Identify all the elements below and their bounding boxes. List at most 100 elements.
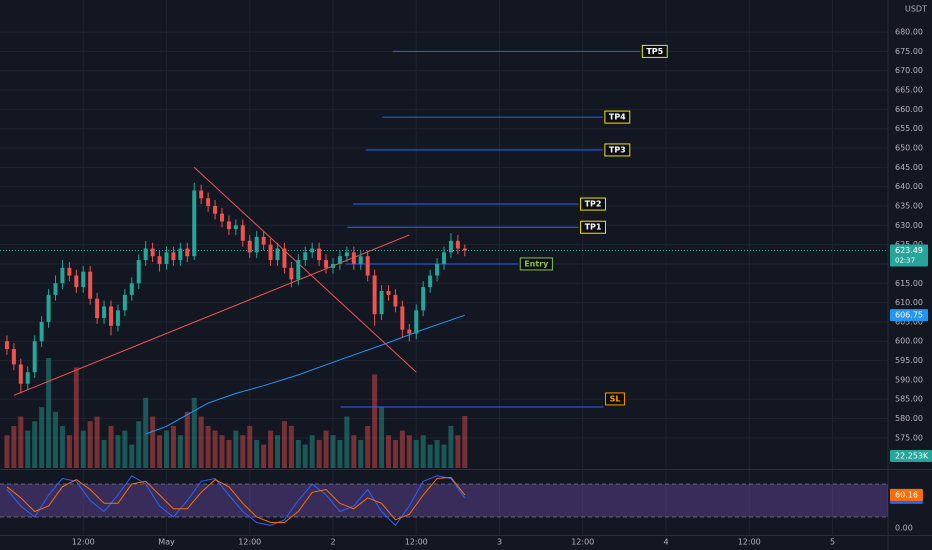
volume-bar [420, 435, 426, 468]
x-tick-label: 4 [663, 538, 668, 547]
volume-bar [115, 435, 121, 468]
volume-bar [240, 435, 246, 468]
candle-body [462, 248, 467, 251]
candle-body [60, 267, 65, 284]
volume-bar [157, 435, 163, 468]
candle-body [303, 252, 308, 261]
volume-bar [434, 439, 440, 468]
volume-bar [281, 421, 287, 468]
candle-body [109, 306, 113, 326]
x-tick-label: 5 [830, 538, 835, 547]
candle-body [421, 287, 426, 311]
volume-bar [330, 435, 336, 468]
candle-body [435, 263, 440, 276]
candle-body [282, 248, 287, 268]
volume-bar [406, 435, 412, 468]
volume-bar [94, 416, 100, 468]
level-label: TP2 [585, 200, 602, 209]
volume-bar [4, 435, 10, 468]
y-tick-label: 590.00 [895, 375, 923, 384]
volume-bar [87, 421, 93, 468]
candle-body [337, 256, 342, 264]
candle-body [261, 236, 266, 245]
price-tag: 606.75 [895, 311, 923, 320]
price-tag-bg [890, 309, 928, 322]
candle-body [317, 248, 322, 261]
y-tick-label: 580.00 [895, 414, 923, 423]
volume-bar [372, 374, 378, 468]
y-tick-label: 660.00 [895, 105, 923, 114]
volume-bar [150, 416, 156, 468]
y-tick-label: 595.00 [895, 356, 923, 365]
volume-bar [365, 425, 371, 468]
volume-bar [316, 439, 322, 468]
volume-bar [205, 425, 211, 468]
y-tick-label: 0.00 [895, 524, 913, 533]
candle-body [442, 252, 446, 264]
candle-body [157, 256, 162, 264]
x-tick-label: May [158, 538, 175, 547]
volume-bar [351, 435, 357, 468]
candle-body [365, 256, 370, 276]
volume-bar [392, 439, 398, 468]
candle-body [4, 341, 9, 349]
volume-bar [295, 439, 301, 468]
candle-body [372, 275, 377, 315]
candle-body [102, 306, 107, 319]
candle-body [344, 252, 349, 257]
candle-body [129, 283, 134, 295]
countdown: 02:37 [895, 256, 915, 264]
volume-bar [337, 439, 343, 468]
volume-bar [184, 411, 190, 468]
x-tick-label: 12:00 [405, 538, 428, 547]
candle-body [164, 252, 169, 264]
level-label: SL [610, 394, 621, 403]
volume-bar [108, 425, 114, 468]
volume-bar [198, 416, 204, 468]
volume-bar [32, 421, 38, 468]
candle-body [386, 291, 391, 295]
candle-body [233, 225, 238, 230]
price-tag-bg [890, 244, 928, 267]
volume-bar [254, 439, 260, 468]
candle-body [115, 310, 120, 326]
trendline [193, 166, 417, 373]
level-label: TP3 [609, 145, 626, 154]
price-axis-bg [888, 0, 932, 550]
price-tag-bg [890, 488, 923, 501]
level-label-box [580, 197, 606, 211]
volume-bar [164, 430, 169, 468]
volume-bar [247, 425, 253, 468]
volume-bar [344, 416, 350, 468]
candle-body [400, 306, 405, 330]
volume-bar [358, 439, 364, 468]
volume-bar [275, 435, 280, 468]
volume-bar [46, 358, 52, 468]
y-tick-label: 600.00 [895, 337, 923, 346]
level-label-box [604, 143, 631, 157]
price-tag: 623.49 [895, 246, 923, 255]
x-tick-label: 3 [497, 538, 502, 547]
level-label: TP4 [609, 113, 626, 122]
candle-body [88, 271, 93, 299]
y-tick-label: 585.00 [895, 395, 923, 404]
trendline [13, 234, 410, 396]
volume-bar [53, 411, 58, 468]
candle-body [95, 298, 100, 319]
volume-bar [261, 444, 267, 468]
candle-body [74, 275, 79, 288]
volume-bar [136, 421, 142, 468]
volume-bar [309, 435, 315, 468]
level-label-box [604, 110, 631, 124]
candle-body [171, 252, 176, 261]
candle-body [185, 248, 190, 257]
candle-body [268, 244, 273, 261]
candle-body [428, 275, 433, 288]
volume-bar [122, 430, 128, 468]
candle-body [46, 294, 51, 322]
candle-body [310, 248, 315, 253]
volume-bar [59, 425, 65, 468]
volume-bar [233, 430, 239, 468]
x-tick-label: 12:00 [738, 538, 761, 547]
